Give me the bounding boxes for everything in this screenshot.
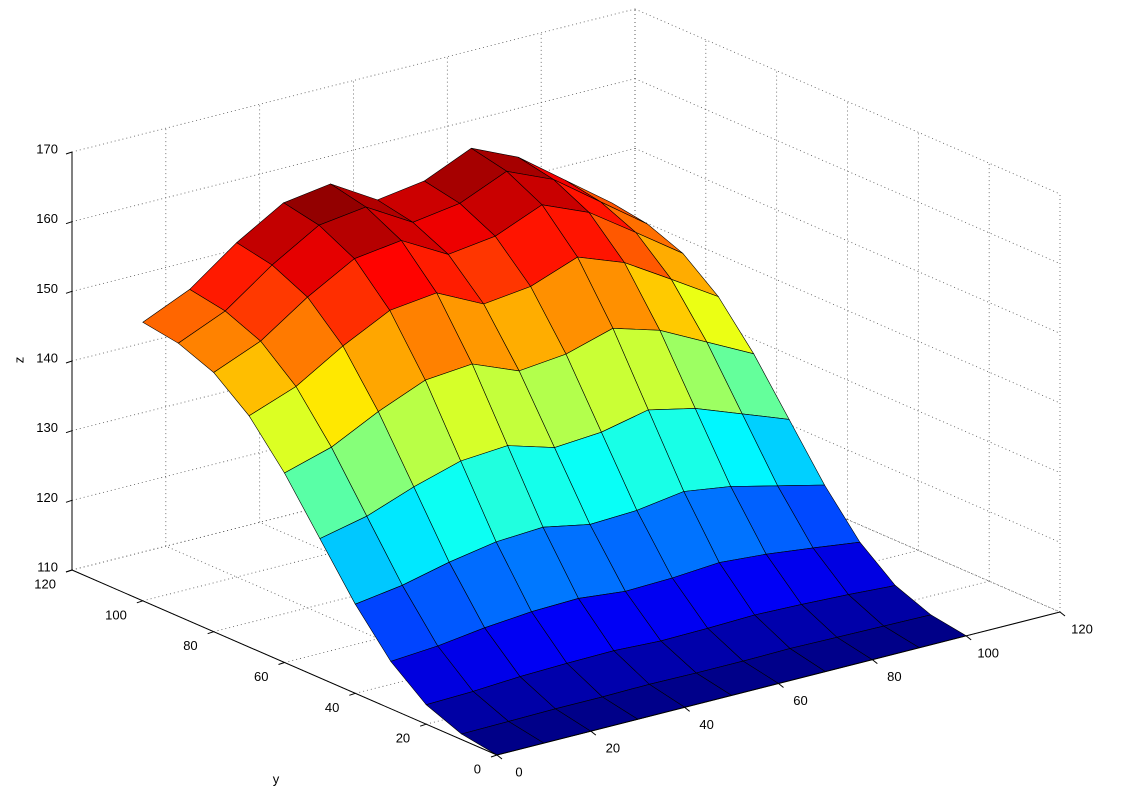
y-tick [420,723,427,727]
y-tick-label: 100 [105,607,127,622]
z-tick-label: 170 [36,141,58,156]
x-tick [496,754,503,760]
y-tick-label: 60 [254,669,268,684]
x-tick [684,706,690,712]
x-tick [1059,611,1066,617]
x-tick [590,730,597,736]
y-tick-label: 20 [396,731,410,746]
x-tick-label: 40 [699,717,713,732]
z-tick-label: 150 [36,281,58,296]
z-tick [65,151,73,155]
y-tick [490,754,498,758]
x-tick-label: 0 [515,764,522,779]
y-tick-label: 120 [34,576,56,591]
y-tick-label: 80 [183,638,197,653]
z-tick [65,221,73,225]
z-tick-label: 130 [36,420,58,435]
x-tick [778,683,784,688]
grid-line [71,78,636,223]
y-tick [278,662,285,665]
z-tick-label: 160 [36,211,58,226]
y-tick-label: 40 [325,700,339,715]
y-tick [207,631,214,635]
x-tick-label: 60 [793,693,807,708]
x-tick-label: 80 [887,669,901,684]
axes: 0 20 40 60 80 100 120 0 20 40 60 80 100 120 110 120 130 1… [34,141,1093,779]
z-tick-label: 120 [36,490,58,505]
grid-line [634,8,1061,195]
surface [142,147,967,756]
z-tick [65,430,73,434]
z-tick [65,499,73,503]
z-tick-label: 140 [36,350,58,365]
z-tick [65,360,73,364]
y-axis-label: y [273,771,280,786]
z-tick [65,569,73,573]
z-tick-label: 110 [37,559,58,574]
x-tick-label: 120 [1071,621,1093,636]
z-axis-label: z [11,357,26,364]
z-tick [65,290,73,294]
grid-line [71,8,636,153]
x-tick [965,635,972,641]
x-tick-label: 100 [977,645,999,660]
y-tick [136,600,143,604]
x-tick [872,659,878,665]
y-tick [349,692,356,696]
y-tick-label: 0 [474,761,481,776]
x-tick-label: 20 [606,741,620,756]
